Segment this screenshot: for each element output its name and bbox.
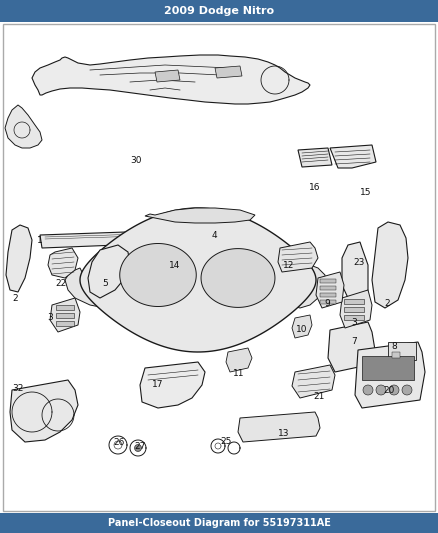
Text: 2: 2 <box>13 294 18 303</box>
Text: 1: 1 <box>36 237 42 245</box>
Text: 10: 10 <box>296 325 307 334</box>
Polygon shape <box>238 412 320 442</box>
Polygon shape <box>355 342 425 408</box>
Polygon shape <box>201 248 275 308</box>
Bar <box>320 293 336 297</box>
Bar <box>362 356 414 380</box>
Text: 3: 3 <box>47 313 53 321</box>
Polygon shape <box>88 245 130 298</box>
Polygon shape <box>292 315 312 338</box>
Polygon shape <box>32 55 310 104</box>
Circle shape <box>402 385 412 395</box>
Bar <box>0 0 438 22</box>
Polygon shape <box>5 105 42 148</box>
Polygon shape <box>145 208 255 223</box>
Bar <box>320 279 336 283</box>
Polygon shape <box>372 222 408 308</box>
Text: 11: 11 <box>233 369 244 377</box>
Polygon shape <box>65 268 120 308</box>
Polygon shape <box>210 222 242 235</box>
Polygon shape <box>10 380 78 442</box>
Text: 23: 23 <box>353 258 365 266</box>
Text: 27: 27 <box>134 442 146 450</box>
Text: 20: 20 <box>383 386 395 394</box>
Polygon shape <box>80 208 316 352</box>
Text: 15: 15 <box>360 189 371 197</box>
Bar <box>56 313 74 318</box>
Text: 14: 14 <box>169 261 180 270</box>
Polygon shape <box>140 362 205 408</box>
Text: 32: 32 <box>12 384 23 392</box>
Text: 4: 4 <box>212 231 217 240</box>
Polygon shape <box>278 242 318 272</box>
Polygon shape <box>48 248 78 278</box>
Text: 8: 8 <box>391 342 397 351</box>
Bar <box>320 300 336 304</box>
Polygon shape <box>6 225 32 292</box>
Bar <box>56 321 74 326</box>
Text: 2: 2 <box>385 300 390 308</box>
Text: 21: 21 <box>313 392 325 401</box>
Polygon shape <box>330 145 376 168</box>
Text: 7: 7 <box>351 337 357 345</box>
Text: 26: 26 <box>113 438 125 447</box>
Text: Panel-Closeout Diagram for 55197311AE: Panel-Closeout Diagram for 55197311AE <box>108 518 330 528</box>
Polygon shape <box>215 66 242 78</box>
Polygon shape <box>285 265 325 308</box>
Circle shape <box>363 385 373 395</box>
Text: 16: 16 <box>309 183 320 192</box>
Polygon shape <box>316 272 344 308</box>
Text: 2009 Dodge Nitro: 2009 Dodge Nitro <box>164 6 274 16</box>
Text: 25: 25 <box>220 437 232 446</box>
Text: 5: 5 <box>102 279 108 288</box>
Text: 22: 22 <box>56 279 67 288</box>
Bar <box>344 307 364 312</box>
Text: 3: 3 <box>351 318 357 327</box>
Circle shape <box>389 385 399 395</box>
Polygon shape <box>40 228 248 248</box>
Polygon shape <box>328 322 375 372</box>
Text: 30: 30 <box>130 157 141 165</box>
Text: 13: 13 <box>278 430 290 438</box>
Circle shape <box>376 385 386 395</box>
Polygon shape <box>292 365 335 398</box>
Bar <box>344 299 364 304</box>
Polygon shape <box>226 348 252 372</box>
Polygon shape <box>342 242 368 300</box>
Polygon shape <box>155 70 180 82</box>
Bar <box>392 352 400 358</box>
Text: 17: 17 <box>152 381 163 389</box>
Bar <box>56 305 74 310</box>
Circle shape <box>134 445 141 451</box>
Polygon shape <box>50 298 80 332</box>
Bar <box>388 342 416 360</box>
Bar <box>0 513 438 533</box>
Polygon shape <box>340 290 372 328</box>
Polygon shape <box>298 148 332 167</box>
Bar <box>344 315 364 320</box>
Polygon shape <box>120 244 196 306</box>
Text: 12: 12 <box>283 261 294 270</box>
Bar <box>320 286 336 290</box>
Text: 9: 9 <box>325 300 331 308</box>
